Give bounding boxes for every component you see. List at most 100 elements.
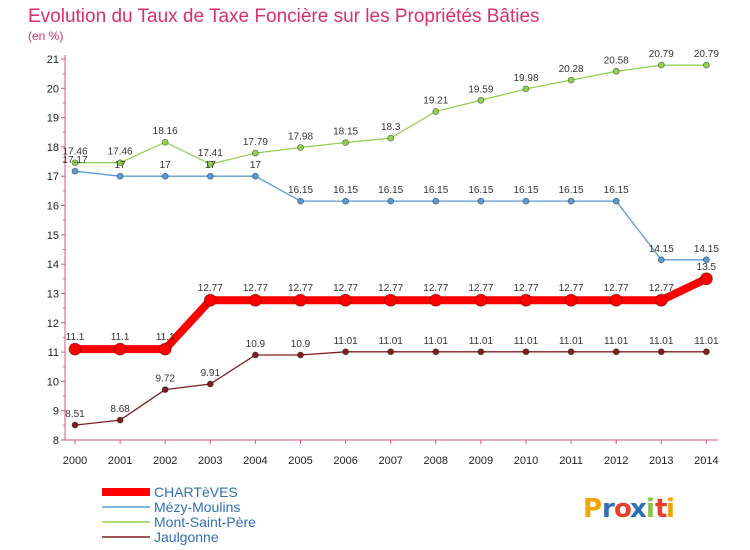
data-point xyxy=(342,139,350,146)
x-tick-label: 2012 xyxy=(604,455,628,467)
data-label: 19.21 xyxy=(423,95,448,106)
y-tick-label: 13 xyxy=(47,288,59,300)
data-label: 8.51 xyxy=(65,409,85,420)
data-point xyxy=(522,85,530,93)
data-label: 12.77 xyxy=(649,283,674,294)
y-tick-label: 20 xyxy=(47,83,59,95)
data-label: 10.9 xyxy=(291,339,311,350)
logo-letter: r xyxy=(602,494,615,524)
y-tick-label: 18 xyxy=(47,142,59,154)
data-point xyxy=(657,256,665,264)
logo-letter: t xyxy=(655,494,667,524)
data-label: 12.77 xyxy=(423,283,448,294)
data-point xyxy=(206,172,214,180)
data-point xyxy=(432,348,440,356)
data-label: 11.01 xyxy=(379,336,404,347)
data-label: 14.15 xyxy=(694,244,719,255)
data-label: 20.79 xyxy=(649,49,674,60)
x-tick-label: 2011 xyxy=(559,455,583,467)
y-tick-label: 15 xyxy=(47,230,59,242)
data-label: 11.01 xyxy=(469,336,494,347)
data-label: 11.01 xyxy=(694,336,719,347)
data-point xyxy=(567,348,575,356)
data-label: 17.79 xyxy=(243,137,268,148)
data-point xyxy=(612,67,620,75)
x-tick-label: 2014 xyxy=(694,455,718,467)
data-point xyxy=(564,293,578,307)
data-point xyxy=(297,197,304,205)
x-tick-label: 2004 xyxy=(243,455,267,467)
data-point xyxy=(297,351,304,359)
data-point xyxy=(161,172,169,180)
data-point xyxy=(158,342,172,356)
data-label: 19.59 xyxy=(468,84,493,95)
data-point xyxy=(116,172,124,180)
data-point xyxy=(251,351,259,359)
data-point xyxy=(387,197,395,205)
data-point xyxy=(251,172,259,180)
axes: 8 9 10 11 12 13 14 15 16 17 18 19 20 21 2000 2001 2002 20… xyxy=(47,54,719,467)
data-label: 17.46 xyxy=(108,147,133,158)
logo-letter: i xyxy=(666,494,675,524)
data-point xyxy=(657,348,665,356)
data-label: 12.77 xyxy=(378,283,403,294)
data-label: 12.77 xyxy=(333,283,358,294)
data-label: 12.77 xyxy=(243,283,268,294)
data-label: 12.77 xyxy=(513,283,538,294)
data-point xyxy=(206,380,214,388)
data-label: 16.15 xyxy=(559,185,584,196)
data-point xyxy=(297,144,304,151)
data-label: 17 xyxy=(160,160,172,171)
data-label: 11.1 xyxy=(66,332,85,343)
data-label: 10.9 xyxy=(246,339,266,350)
data-label: 17.41 xyxy=(198,148,223,159)
x-tick-label: 2000 xyxy=(63,455,87,467)
data-label: 17 xyxy=(250,160,262,171)
data-point xyxy=(432,108,440,115)
data-point xyxy=(612,348,620,356)
x-tick-label: 2013 xyxy=(649,455,673,467)
legend-label: Jaulgonne xyxy=(154,529,219,545)
data-label: 16.15 xyxy=(513,185,538,196)
data-label: 16.15 xyxy=(423,185,448,196)
data-point xyxy=(71,159,79,167)
data-label: 20.28 xyxy=(559,64,584,75)
data-point xyxy=(68,342,82,356)
y-tick-label: 11 xyxy=(48,347,59,359)
data-label: 18.3 xyxy=(381,122,401,133)
data-point xyxy=(339,293,353,307)
chart-title: Evolution du Taux de Taxe Foncière sur l… xyxy=(28,6,540,27)
x-tick-label: 2003 xyxy=(198,455,222,467)
data-point xyxy=(71,167,79,175)
x-tick-label: 2002 xyxy=(153,455,177,467)
data-point xyxy=(116,159,124,167)
data-label: 11.01 xyxy=(649,336,674,347)
data-point xyxy=(203,293,217,307)
data-label: 17 xyxy=(115,160,127,171)
data-point xyxy=(113,342,127,356)
data-point xyxy=(703,61,710,69)
data-labels: 17.17 17 17 17 17 16.15 16.15 16.15 16.15 16.15 16… xyxy=(62,49,719,420)
logo-letter: P xyxy=(583,494,602,524)
x-tick-label: 2001 xyxy=(108,455,132,467)
data-point xyxy=(522,348,530,356)
data-point xyxy=(657,61,665,69)
data-point xyxy=(703,256,710,264)
data-label: 13.5 xyxy=(697,262,717,273)
y-tick-label: 17 xyxy=(47,171,59,183)
series-line-2 xyxy=(74,64,708,165)
data-point xyxy=(474,293,488,307)
data-label: 17.17 xyxy=(62,155,87,166)
data-point xyxy=(432,197,440,205)
data-point xyxy=(387,348,395,356)
data-label: 9.91 xyxy=(201,368,221,379)
data-label: 11.01 xyxy=(604,336,629,347)
data-point xyxy=(248,293,262,307)
data-point xyxy=(161,386,169,393)
legend-label: Mézy-Moulins xyxy=(154,499,240,515)
x-tick-label: 2008 xyxy=(424,455,448,467)
data-point xyxy=(294,293,307,307)
data-label: 11.01 xyxy=(333,336,358,347)
data-label: 16.15 xyxy=(378,185,403,196)
